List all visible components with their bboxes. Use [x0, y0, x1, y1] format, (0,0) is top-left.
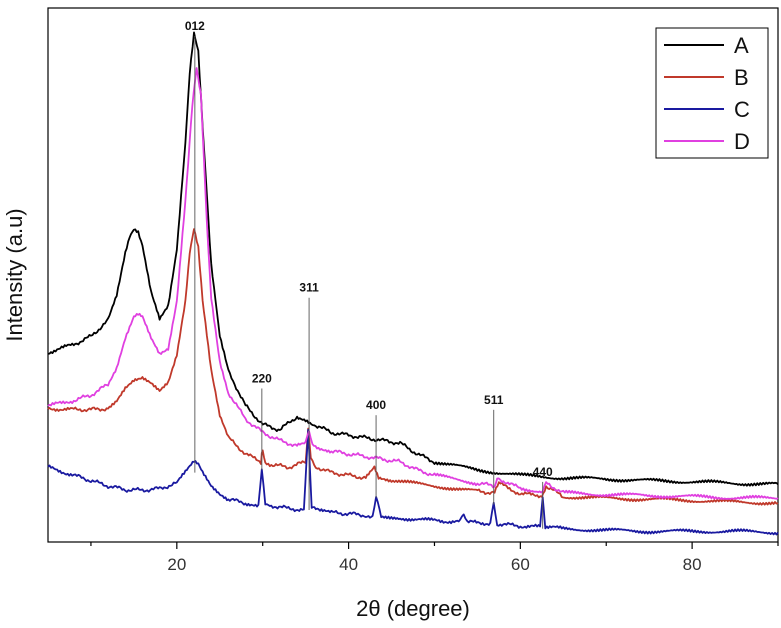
series-line-a — [47, 31, 779, 487]
plot-area: 012 220 311 400 511 440 — [47, 7, 779, 543]
peak-label: 012 — [185, 19, 205, 33]
x-axis-title: 2θ (degree) — [356, 596, 470, 621]
legend-box — [655, 27, 769, 159]
legend-label-b: B — [734, 65, 749, 90]
x-tick-label: 80 — [683, 555, 702, 574]
x-axis: 20 40 60 80 — [90, 542, 779, 574]
peak-label: 440 — [533, 465, 553, 479]
legend-label-d: D — [734, 129, 750, 154]
legend-label-c: C — [734, 97, 750, 122]
peak-label: 311 — [299, 281, 319, 295]
peak-label: 400 — [366, 398, 386, 412]
x-tick-label: 20 — [167, 555, 186, 574]
peak-annotations: 012 220 311 400 511 440 — [185, 19, 553, 529]
series-line-d — [47, 67, 779, 501]
legend-label-a: A — [734, 33, 749, 58]
plot-frame — [47, 7, 779, 543]
peak-label: 220 — [252, 371, 272, 385]
y-axis-title: Intensity (a.u) — [2, 208, 27, 341]
series-layer — [47, 31, 779, 536]
x-tick-label: 60 — [511, 555, 530, 574]
x-tick-label: 40 — [339, 555, 358, 574]
series-line-b — [47, 228, 779, 506]
peak-label: 511 — [484, 393, 504, 407]
series-line-c — [47, 428, 779, 536]
